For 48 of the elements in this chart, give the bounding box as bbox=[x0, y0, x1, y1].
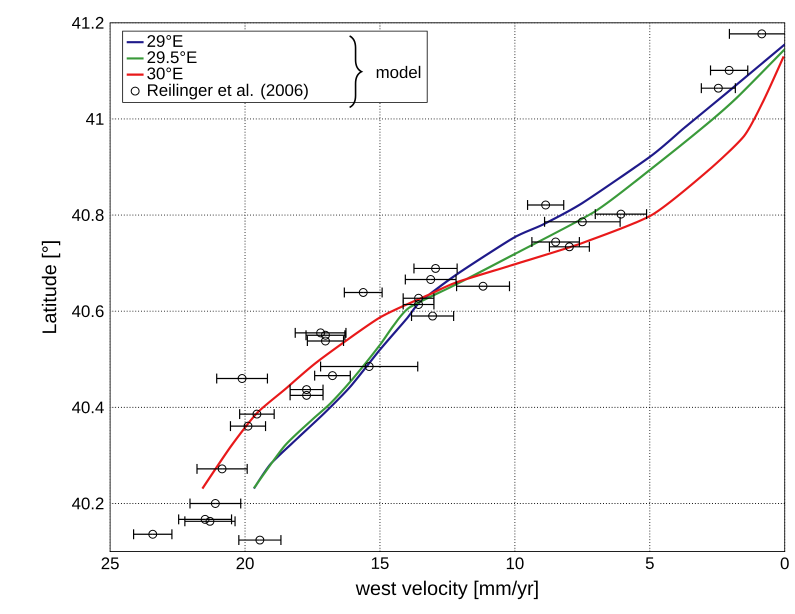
x-tick-label: 10 bbox=[506, 557, 524, 570]
point bbox=[431, 264, 440, 273]
y-tick-label: 41 bbox=[86, 113, 104, 125]
legend-label: 30°E bbox=[147, 67, 183, 80]
y-tick-label: 40.8 bbox=[72, 209, 104, 222]
point bbox=[714, 84, 723, 93]
annotation: model bbox=[376, 66, 420, 78]
y-tick-label: 40.4 bbox=[72, 401, 104, 414]
point bbox=[426, 275, 436, 284]
point bbox=[328, 371, 337, 380]
point bbox=[616, 210, 626, 219]
legend-label: Reilinger et al. (2006) bbox=[148, 84, 308, 100]
point bbox=[478, 282, 488, 291]
point bbox=[358, 288, 368, 297]
point bbox=[724, 66, 734, 75]
point bbox=[320, 330, 330, 340]
point bbox=[541, 200, 550, 210]
point bbox=[320, 336, 330, 346]
point bbox=[551, 238, 560, 246]
point bbox=[414, 300, 424, 309]
x-tick-label: 15 bbox=[372, 557, 389, 570]
point bbox=[244, 422, 252, 431]
point bbox=[578, 217, 587, 226]
y-axis-title: Latitude [°] bbox=[42, 241, 60, 333]
point bbox=[238, 374, 247, 383]
legend-label: 29°E bbox=[148, 35, 183, 47]
point bbox=[364, 362, 374, 371]
point bbox=[252, 410, 262, 419]
point bbox=[757, 29, 766, 38]
y-tick-label: 41.2 bbox=[72, 16, 104, 29]
point bbox=[210, 499, 220, 508]
y-tick-label: 40.6 bbox=[72, 305, 104, 318]
point bbox=[564, 242, 574, 252]
x-tick-label: 25 bbox=[102, 557, 119, 570]
point bbox=[148, 530, 158, 539]
x-axis-title: west velocity [mm/yr] bbox=[356, 580, 538, 600]
point bbox=[255, 536, 264, 544]
legend-label: 29.5°E bbox=[148, 51, 197, 64]
point bbox=[302, 390, 312, 400]
x-tick-label: 20 bbox=[236, 557, 254, 570]
point bbox=[205, 516, 214, 526]
x-tick-label: 0 bbox=[780, 557, 789, 570]
point bbox=[302, 385, 312, 394]
y-tick-label: 40.2 bbox=[72, 498, 104, 510]
point bbox=[414, 294, 424, 303]
point bbox=[218, 464, 227, 474]
x-tick-label: 5 bbox=[646, 557, 654, 570]
point bbox=[428, 312, 438, 320]
